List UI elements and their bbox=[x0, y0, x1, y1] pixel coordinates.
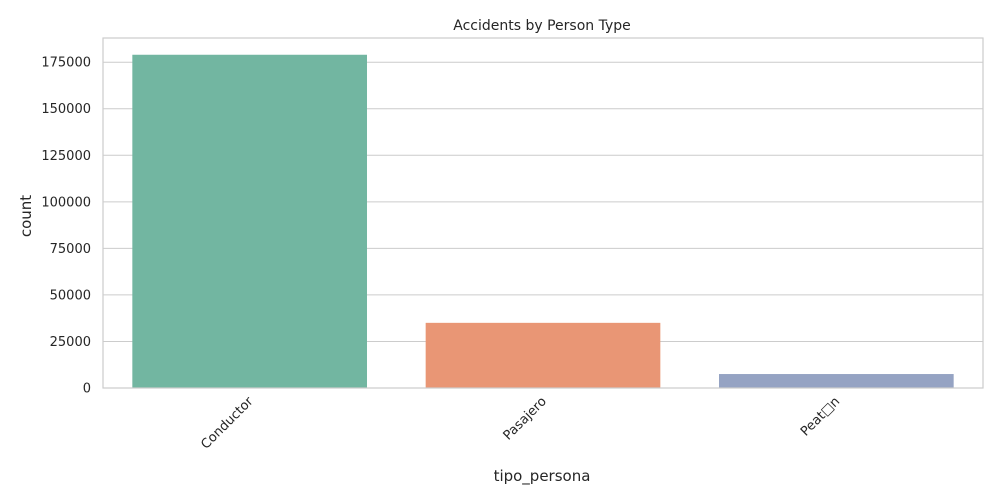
y-tick-label: 175000 bbox=[41, 56, 91, 71]
bar-2 bbox=[719, 374, 954, 388]
bars bbox=[132, 54, 954, 389]
y-tick-label: 75000 bbox=[50, 242, 91, 257]
bar-1 bbox=[425, 322, 661, 388]
bar-0 bbox=[132, 54, 367, 389]
x-tick-label: Pasajero bbox=[501, 394, 550, 443]
y-tick-label: 0 bbox=[83, 382, 91, 397]
y-tick-label: 150000 bbox=[41, 102, 91, 117]
y-tick-label: 100000 bbox=[41, 195, 91, 210]
y-tick-label: 125000 bbox=[41, 149, 91, 164]
chart-title: Accidents by Person Type bbox=[453, 18, 631, 34]
y-tick-label: 50000 bbox=[50, 288, 91, 303]
plot-frame bbox=[102, 37, 984, 389]
x-tick-labels: Conductor Pasajero Peat□n bbox=[198, 394, 843, 453]
y-axis-label: count bbox=[17, 195, 35, 237]
y-tick-label: 25000 bbox=[50, 335, 91, 350]
x-tick-label: Peat□n bbox=[798, 394, 843, 439]
x-axis-label: tipo_persona bbox=[494, 467, 591, 486]
x-tick-label: Conductor bbox=[198, 394, 257, 453]
y-tick-labels: 0 25000 50000 75000 100000 125000 150000 175000 bbox=[41, 56, 91, 397]
